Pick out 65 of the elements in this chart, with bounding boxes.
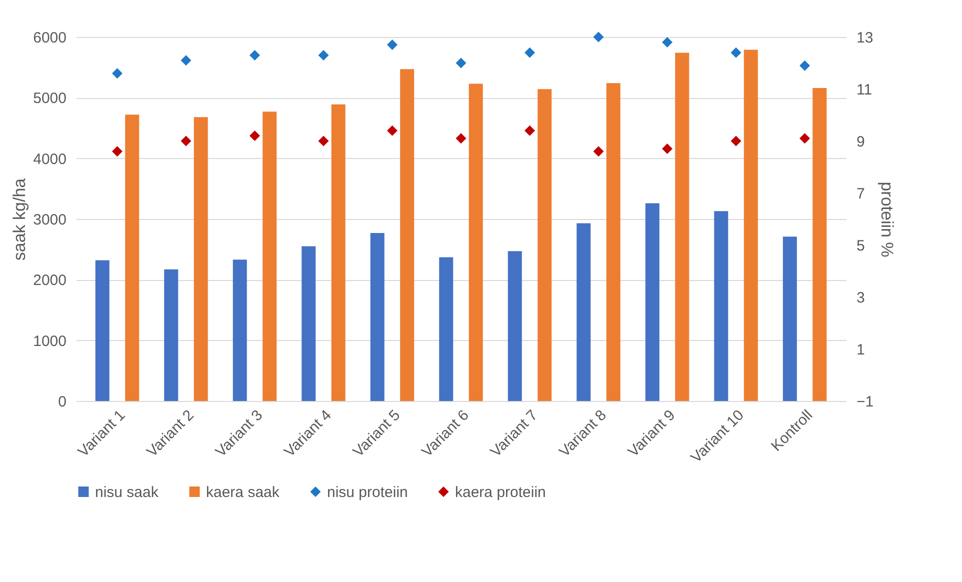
y2-tick-label: 3 xyxy=(856,290,865,306)
bar xyxy=(606,83,620,401)
point xyxy=(593,32,604,42)
bar xyxy=(714,211,728,401)
point xyxy=(387,40,398,50)
point xyxy=(112,68,122,79)
bar xyxy=(439,257,454,401)
legend-label: kaera saak xyxy=(206,484,280,501)
point xyxy=(730,47,742,58)
point xyxy=(800,60,810,71)
bar xyxy=(468,84,483,401)
y-tick-label: 6000 xyxy=(33,30,66,46)
point xyxy=(730,136,742,146)
y2-tick-label: 1 xyxy=(856,342,865,358)
point xyxy=(456,133,466,144)
point xyxy=(112,146,122,157)
point xyxy=(180,136,192,146)
point xyxy=(250,130,260,142)
y-tick-label: 4000 xyxy=(33,150,66,168)
y2-axis-title: proteiin % xyxy=(878,182,897,258)
y-axis-title: saak kg/ha xyxy=(10,178,30,261)
y-tick-label: 0 xyxy=(58,394,66,410)
bar xyxy=(95,260,110,401)
bar xyxy=(812,88,827,401)
point xyxy=(800,133,810,144)
point xyxy=(662,144,672,154)
bar xyxy=(538,89,552,401)
bar xyxy=(744,50,758,401)
point xyxy=(387,125,398,136)
y-tick-label: 5000 xyxy=(33,90,66,108)
point xyxy=(456,58,466,68)
point xyxy=(524,47,535,58)
point xyxy=(662,36,672,48)
bar xyxy=(232,260,247,401)
point xyxy=(250,50,260,60)
bar xyxy=(370,232,384,401)
y2-tick-label: −1 xyxy=(856,394,874,410)
bar xyxy=(194,117,208,401)
bar xyxy=(782,236,797,401)
y-tick-label: 3000 xyxy=(33,212,66,228)
y2-tick-label: 5 xyxy=(856,238,865,254)
bar xyxy=(675,52,690,401)
legend-label: kaera proteiin xyxy=(455,484,546,501)
bar xyxy=(331,104,346,401)
y-tick-label: 1000 xyxy=(33,332,66,350)
legend-label: nisu proteiin xyxy=(327,484,408,501)
bar xyxy=(508,251,522,401)
bar xyxy=(400,69,414,401)
bar xyxy=(302,246,316,401)
legend-label: nisu saak xyxy=(95,484,159,501)
y-tick-label: 2000 xyxy=(33,272,66,290)
point xyxy=(180,55,192,66)
bar xyxy=(262,112,277,401)
y2-tick-label: 13 xyxy=(856,30,874,46)
bar xyxy=(576,223,591,401)
bar xyxy=(125,114,140,401)
y2-tick-label: 7 xyxy=(856,186,865,202)
point xyxy=(318,50,329,60)
point xyxy=(593,146,604,157)
point xyxy=(524,125,535,136)
bar xyxy=(164,269,178,401)
point xyxy=(318,136,329,146)
bar xyxy=(645,203,660,401)
y2-tick-label: 11 xyxy=(856,82,872,98)
y2-tick-label: 9 xyxy=(856,134,865,150)
